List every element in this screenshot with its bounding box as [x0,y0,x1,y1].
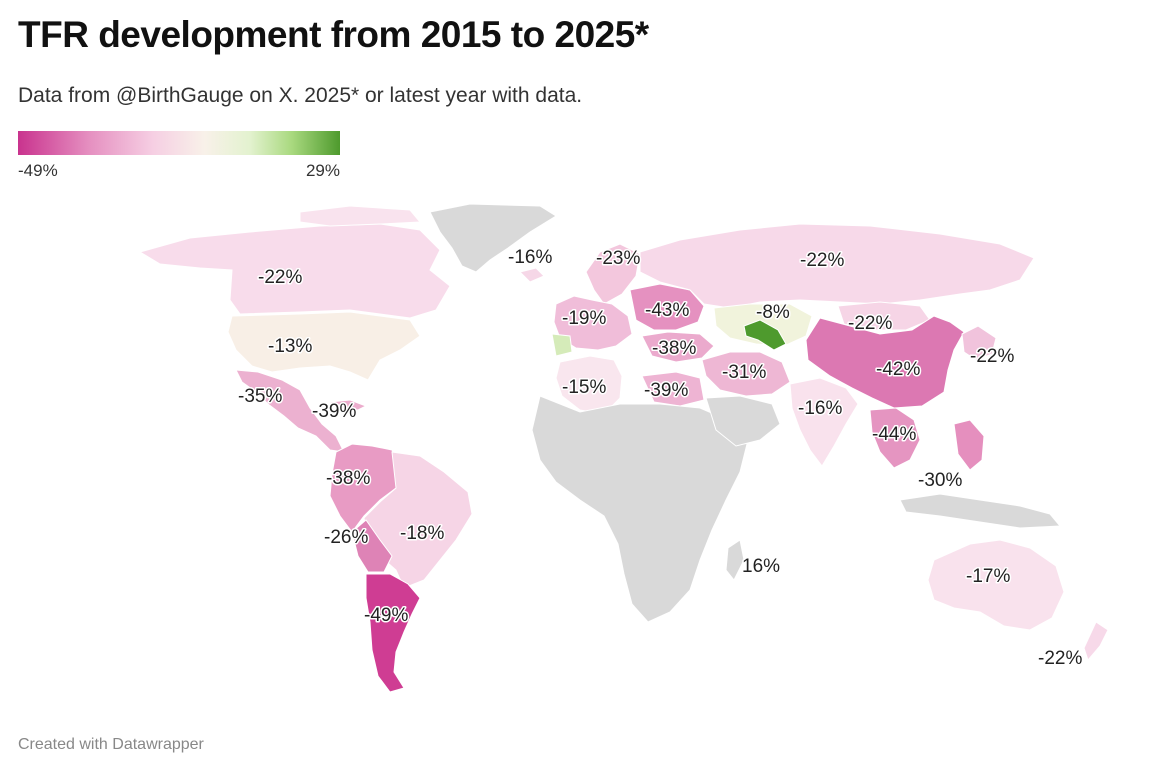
legend-min-label: -49% [18,161,58,180]
label-china: -42% [876,359,920,380]
region-iran[interactable] [701,351,791,397]
region-iberia[interactable] [551,333,573,357]
world-map: -22% -13% -35% -39% -38% -26% -18% -49% … [138,203,1109,693]
region-egypt[interactable] [641,371,705,407]
label-canada: -22% [258,267,302,288]
region-uzbekistan[interactable] [743,319,787,351]
label-colombia: -38% [326,468,370,489]
chart-title: TFR development from 2015 to 2025* [18,14,649,55]
region-india[interactable] [789,377,859,467]
label-iceland: -16% [508,247,552,268]
label-mexico: -35% [238,386,282,407]
label-philippines: -30% [918,470,962,491]
region-colombia[interactable] [329,443,401,533]
label-north-africa: -15% [562,377,606,398]
label-madagascar: 16% [742,556,780,577]
label-argentina: -49% [364,605,408,626]
region-australia[interactable] [927,539,1065,631]
region-new-zealand[interactable] [1083,621,1109,661]
region-china[interactable] [805,315,965,409]
label-brazil: -18% [400,523,444,544]
legend-max-label: 29% [305,161,340,180]
label-nordics: -23% [596,248,640,269]
region-japan[interactable] [961,325,997,361]
label-mongolia: -22% [848,313,892,334]
region-russia[interactable] [639,223,1035,309]
region-eastern-europe[interactable] [629,283,705,331]
label-caribbean: -39% [312,401,356,422]
region-southeast-asia[interactable] [869,407,921,469]
datawrapper-credit[interactable]: Created with Datawrapper [18,736,204,753]
region-argentina[interactable] [365,573,421,693]
region-africa[interactable] [531,395,749,623]
label-india: -16% [798,398,842,419]
region-usa[interactable] [227,311,421,381]
label-japan: -22% [970,346,1014,367]
label-eastern-europe: -43% [645,300,689,321]
region-iceland[interactable] [519,267,545,283]
chart-subtitle: Data from @BirthGauge on X. 2025* or lat… [18,84,583,107]
label-southeast-asia: -44% [872,424,916,445]
region-mongolia[interactable] [837,301,931,331]
label-usa: -13% [268,336,312,357]
region-caribbean[interactable] [328,399,368,411]
label-turkey: -38% [652,338,696,359]
region-madagascar[interactable] [725,539,745,581]
region-indonesia[interactable] [899,493,1062,529]
label-russia: -22% [800,250,844,271]
region-philippines[interactable] [953,419,985,471]
label-kazakhstan: -8% [756,302,790,323]
region-turkey[interactable] [641,331,715,363]
region-arctic-islands[interactable] [299,205,422,227]
label-egypt: -39% [644,380,688,401]
label-western-europe: -19% [562,308,606,329]
region-arabia[interactable] [705,395,781,447]
label-iran: -31% [722,362,766,383]
region-nordics[interactable] [585,243,641,305]
label-chile-north: -26% [324,527,368,548]
region-bolivia[interactable] [351,519,393,573]
label-new-zealand: -22% [1038,648,1082,669]
region-greenland[interactable] [429,203,557,273]
legend-gradient-bar [18,131,340,155]
label-australia: -17% [966,566,1010,587]
color-legend: -49% 29% [18,131,340,180]
